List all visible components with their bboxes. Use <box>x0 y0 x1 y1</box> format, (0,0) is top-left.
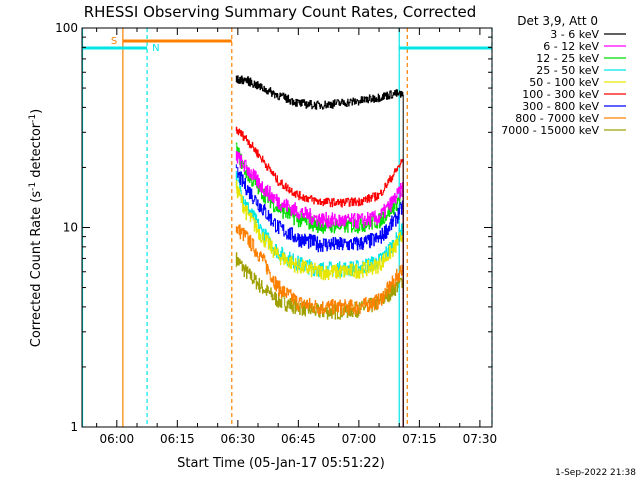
legend-label: 100 - 300 keV <box>522 88 599 101</box>
legend-label: 3 - 6 keV <box>550 28 599 41</box>
x-tick-label: 06:45 <box>281 432 316 446</box>
series-line <box>235 180 404 427</box>
legend-label: 50 - 100 keV <box>529 76 599 89</box>
legend-label: 12 - 25 keV <box>536 52 599 65</box>
y-tick-label: 100 <box>55 21 78 35</box>
night-label: N <box>152 43 159 54</box>
series-line <box>235 224 404 427</box>
x-tick-label: 07:30 <box>463 432 498 446</box>
x-tick-label: 07:15 <box>402 432 437 446</box>
series-line <box>235 126 404 427</box>
series-line <box>235 151 404 427</box>
series-line <box>235 75 404 427</box>
series-layer <box>235 75 404 427</box>
saa-label: S <box>111 36 117 47</box>
legend-header: Det 3,9, Att 0 <box>517 14 598 28</box>
axis-ticks: 06:00 06:15 06:30 06:45 07:00 07:15 07:30 1 10 10… <box>55 21 497 446</box>
legend-label: 6 - 12 keV <box>543 40 599 53</box>
y-tick-label: 10 <box>63 221 78 235</box>
y-axis-label: Corrected Count Rate (s-1 detector-1) <box>28 109 44 347</box>
x-tick-label: 06:30 <box>221 432 256 446</box>
legend-label: 7000 - 15000 keV <box>501 124 599 137</box>
legend-label: 300 - 800 keV <box>522 100 599 113</box>
generated-timestamp: 1-Sep-2022 21:38 <box>555 468 636 478</box>
chart-title: RHESSI Observing Summary Count Rates, Co… <box>84 3 477 21</box>
x-tick-label: 07:00 <box>342 432 377 446</box>
legend-label: 800 - 7000 keV <box>515 112 599 125</box>
x-tick-label: 06:00 <box>100 432 135 446</box>
legend-label: 25 - 50 keV <box>536 64 599 77</box>
y-tick-label: 1 <box>70 420 78 434</box>
x-axis-label: Start Time (05-Jan-17 05:51:22) <box>177 456 385 471</box>
series-line <box>235 164 404 427</box>
x-tick-label: 06:15 <box>160 432 195 446</box>
